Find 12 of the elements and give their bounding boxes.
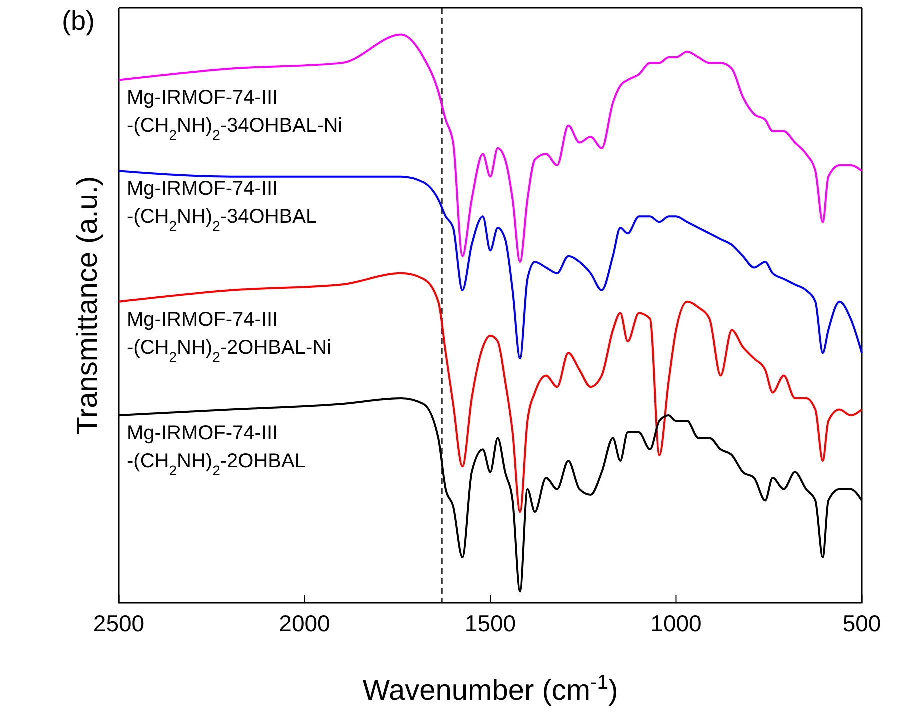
series-label: Mg-IRMOF-74-III -(CH$_{2}$NH)$_{2}$-34OHBAL-Ni — [127, 87, 343, 144]
x-tick-label: 2500 — [93, 610, 145, 636]
x-tick-label: 500 — [842, 610, 882, 636]
y-axis-title: Transmittance (a.u.) — [72, 176, 104, 435]
series-label: Mg-IRMOF-74-III -(CH$_{2}$NH)$_{2}$-34OHBAL — [127, 178, 318, 234]
x-tick-label: 1000 — [650, 610, 702, 636]
series-label: Mg-IRMOF-74-III -(CH$_{2}$NH)$_{2}$-2OHBAL — [127, 422, 306, 478]
series-label: Mg-IRMOF-74-III -(CH$_{2}$NH)$_{2}$-2OHBAL-Ni — [127, 308, 332, 365]
x-tick-label: 2000 — [279, 610, 330, 636]
x-tick-label: 1500 — [464, 610, 516, 636]
text: (b) — [62, 6, 95, 36]
x-axis-title: Wavenumber (cm$^{-1}$) — [362, 672, 618, 707]
